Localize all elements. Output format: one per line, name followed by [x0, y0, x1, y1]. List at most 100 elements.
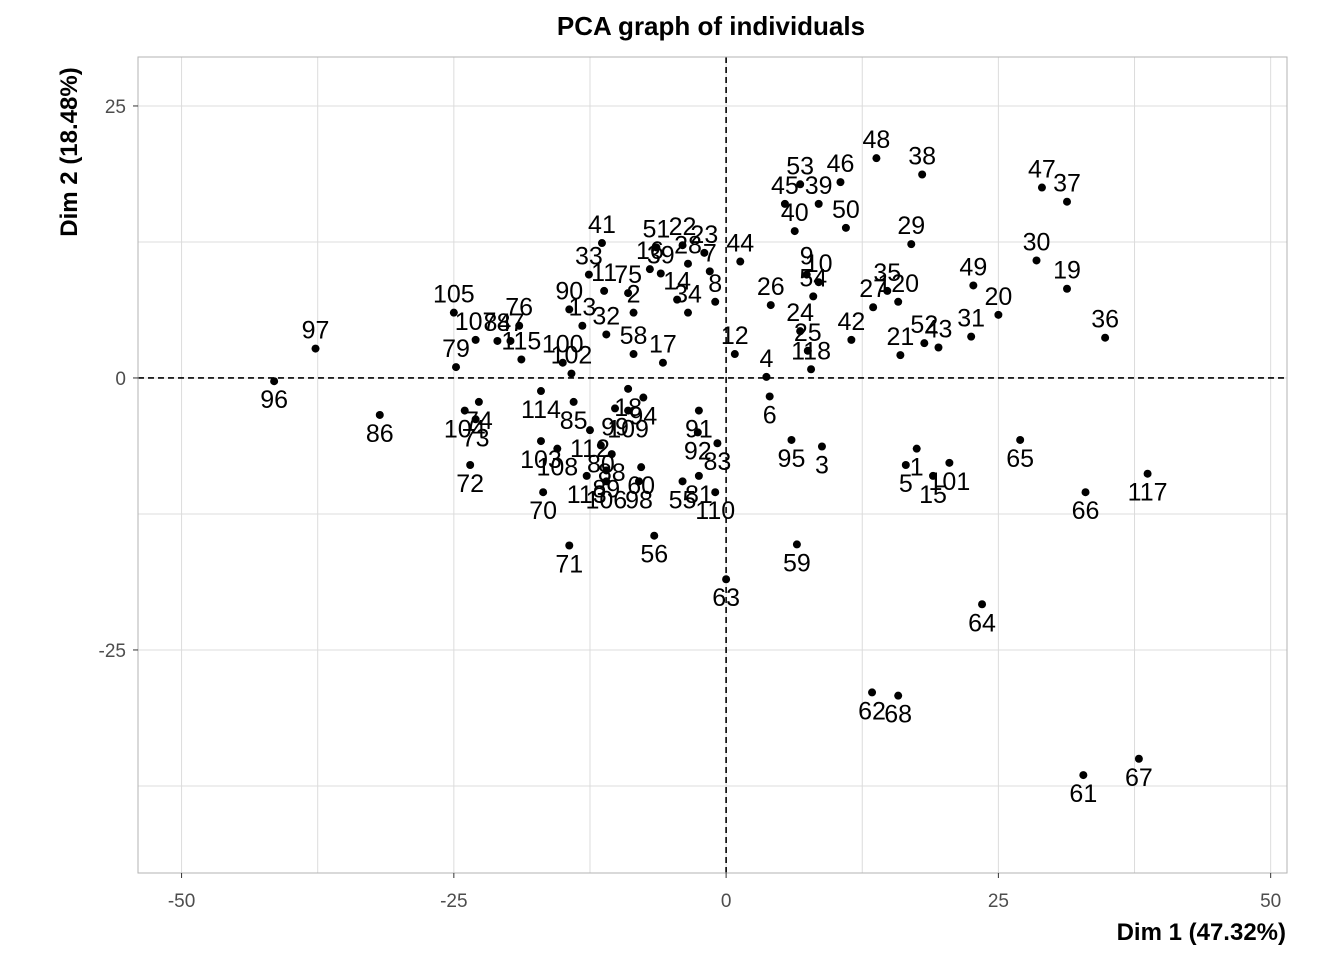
- data-point-19: [1063, 284, 1072, 293]
- data-point-66: [1081, 488, 1090, 497]
- data-point-31: [967, 332, 976, 341]
- data-point-65: [1016, 435, 1025, 444]
- point-label-74: 74: [465, 407, 493, 435]
- point-label-65: 65: [1006, 445, 1034, 473]
- point-label-40: 40: [781, 199, 809, 227]
- data-point-18: [624, 384, 633, 393]
- point-label-43: 43: [925, 315, 953, 343]
- data-point-86: [375, 410, 384, 419]
- point-label-24: 24: [786, 299, 814, 327]
- point-label-17: 17: [649, 331, 677, 359]
- point-label-8: 8: [708, 270, 722, 298]
- point-label-63: 63: [712, 584, 740, 612]
- point-label-101: 101: [929, 468, 971, 496]
- point-label-117: 117: [1128, 479, 1168, 507]
- point-label-54: 54: [799, 264, 827, 292]
- point-label-33: 33: [575, 243, 603, 271]
- x-tick-label: -50: [168, 891, 195, 912]
- point-label-53: 53: [786, 152, 814, 180]
- point-label-26: 26: [757, 273, 785, 301]
- point-label-56: 56: [640, 541, 668, 569]
- point-label-91: 91: [685, 416, 713, 444]
- point-label-66: 66: [1072, 497, 1100, 525]
- point-label-104: 104: [444, 416, 486, 444]
- data-point-91: [694, 406, 703, 415]
- data-point-36: [1101, 333, 1110, 342]
- data-point-101: [945, 458, 954, 467]
- point-label-64: 64: [968, 609, 996, 637]
- point-label-21: 21: [886, 323, 914, 351]
- point-label-3: 3: [815, 452, 829, 480]
- point-label-60: 60: [627, 472, 655, 500]
- data-point-112: [585, 426, 594, 435]
- data-point-13: [578, 321, 587, 330]
- point-label-44: 44: [726, 230, 754, 258]
- point-label-1: 1: [910, 454, 924, 482]
- point-label-22: 22: [669, 213, 697, 241]
- data-point-100: [558, 358, 567, 367]
- point-label-19: 19: [1053, 257, 1081, 285]
- point-label-95: 95: [778, 445, 806, 473]
- data-point-120: [894, 297, 903, 306]
- y-axis-title: Dim 2 (18.48%): [56, 67, 83, 236]
- point-label-103: 103: [520, 446, 562, 474]
- data-point-88: [607, 450, 616, 459]
- point-label-49: 49: [959, 253, 987, 281]
- data-point-60: [637, 463, 646, 472]
- data-point-25: [803, 346, 812, 355]
- data-point-14: [673, 295, 682, 304]
- point-label-97: 97: [302, 317, 330, 345]
- point-label-35: 35: [873, 259, 901, 287]
- data-point-38: [918, 170, 927, 179]
- x-tick-label: -25: [440, 891, 467, 912]
- data-point-12: [730, 350, 739, 359]
- data-point-11: [600, 286, 609, 295]
- point-label-100: 100: [542, 331, 584, 359]
- point-label-14: 14: [663, 268, 691, 296]
- data-point-21: [896, 351, 905, 360]
- data-point-7: [705, 267, 714, 276]
- data-point-50: [841, 223, 850, 232]
- data-point-70: [539, 488, 548, 497]
- data-point-52: [920, 339, 929, 348]
- point-labels: 9796861057910784877611510474731147210310…: [260, 126, 1167, 808]
- data-point-58: [629, 350, 638, 359]
- data-point-8: [711, 297, 720, 306]
- point-label-32: 32: [592, 302, 620, 330]
- point-label-6: 6: [763, 401, 777, 429]
- point-label-16: 16: [636, 237, 664, 265]
- data-point-6: [765, 392, 774, 401]
- data-point-53: [796, 180, 805, 189]
- data-point-118: [807, 365, 816, 374]
- point-label-11: 11: [591, 259, 617, 287]
- data-point-104: [460, 406, 469, 415]
- data-point-54: [809, 292, 818, 301]
- x-tick-label: 0: [721, 891, 732, 912]
- point-label-72: 72: [456, 470, 484, 498]
- data-point-103: [536, 437, 545, 446]
- point-label-52: 52: [910, 311, 938, 339]
- plot-panel: [137, 56, 1288, 874]
- data-point-96: [270, 377, 279, 386]
- point-label-83: 83: [703, 448, 731, 476]
- data-point-107: [471, 335, 480, 344]
- data-point-2: [629, 308, 638, 317]
- data-points: [270, 154, 1152, 780]
- data-point-68: [894, 691, 903, 700]
- data-point-94: [639, 393, 648, 402]
- data-point-97: [311, 344, 320, 353]
- point-label-99: 99: [601, 413, 629, 441]
- point-label-67: 67: [1125, 764, 1153, 792]
- point-label-115: 115: [501, 327, 541, 355]
- data-point-20: [994, 310, 1003, 319]
- data-point-32: [602, 330, 611, 339]
- data-point-81: [694, 471, 703, 480]
- data-point-33: [584, 270, 593, 279]
- point-label-39: 39: [647, 242, 675, 270]
- point-label-28: 28: [674, 232, 702, 260]
- point-label-41: 41: [588, 211, 616, 239]
- point-label-31: 31: [957, 305, 985, 333]
- data-point-73: [471, 415, 480, 424]
- data-point-108: [553, 444, 562, 453]
